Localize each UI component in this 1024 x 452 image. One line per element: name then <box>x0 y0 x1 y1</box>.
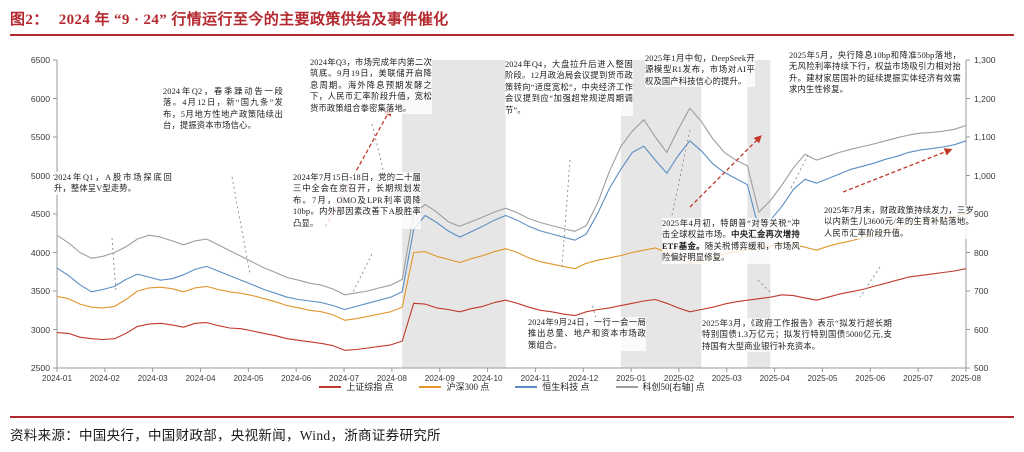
series-line-0 <box>56 268 967 351</box>
annotation-apr-2025-part3: 随关税博弈缓和，市场风险偏好明显修复。 <box>662 241 800 263</box>
x-axis-tick: 2024-03 <box>137 374 168 383</box>
y-axis-right-tick: 500 <box>974 363 989 373</box>
x-axis-tick: 2025-04 <box>759 374 790 383</box>
y-axis-right-tick: 1,300 <box>974 55 996 65</box>
x-axis-tick: 2025-01 <box>616 374 647 383</box>
y-axis-right-tick: 900 <box>974 209 989 219</box>
annotation-mar-2025: 2025年3月，《政府工作报告》表示“拟发行超长期特别国债1.3万亿元；拟发行特… <box>702 318 892 353</box>
legend-swatch-icon <box>515 385 538 388</box>
legend-label: 科创50[右轴] 点 <box>642 382 705 392</box>
x-axis-tick: 2024-09 <box>424 374 455 383</box>
legend-item-1[interactable]: 沪深300 点 <box>419 380 489 393</box>
x-axis-tick: 2024-12 <box>568 374 599 383</box>
x-axis-tick: 2024-07 <box>329 374 360 383</box>
trend-arrow-1 <box>689 135 762 208</box>
annotation-apr-2025-part2: 等关税”冲击全球权益市场。 <box>662 219 801 240</box>
x-axis-tick: 2024-01 <box>41 374 73 383</box>
annotation-apr-2025: 2025年4月初，特朗普“对等关税”冲击全球权益市场。中央汇金再次增持ETF基金… <box>662 218 800 264</box>
x-axis-tick: 2025-02 <box>663 374 694 383</box>
annotation-apr-2025-part1: 2025年4月初，特朗普“对 <box>662 219 761 228</box>
annotation-jul-2025: 2025年7月末，财政政策持续发力，三岁以内新生儿3600元/年的生育补贴落地。… <box>824 205 974 240</box>
y-axis-right-tick: 1,100 <box>974 132 996 142</box>
source-note: 资料来源：中国央行，中国财政部，央视新闻，Wind，浙商证券研究所 <box>10 428 441 443</box>
x-axis-tick: 2024-08 <box>376 374 407 383</box>
y-axis-right-tick: 800 <box>974 247 989 258</box>
legend-item-3[interactable]: 科创50[右轴] 点 <box>615 380 705 393</box>
leader-line-7 <box>789 154 809 191</box>
y-axis-right-tick: 1,200 <box>974 93 996 104</box>
y-axis-right-tick: 700 <box>974 286 989 296</box>
annotation-q3-2024: 2024年Q3，市场完成年内第二次筑底。9月19日，美联储开启降息周期。海外降息… <box>310 57 432 115</box>
x-axis-tick: 2024-11 <box>520 374 551 383</box>
legend-item-2[interactable]: 恒生科技 点 <box>515 380 590 393</box>
leader-line-8 <box>859 266 881 298</box>
x-axis-tick: 2024-06 <box>281 374 312 383</box>
x-axis-tick: 2025-03 <box>711 374 742 383</box>
x-axis-tick: 2024-04 <box>185 374 216 383</box>
x-axis-tick: 2025-06 <box>855 374 886 383</box>
legend-item-0[interactable]: 上证综指 点 <box>319 380 393 393</box>
y-axis-left-tick: 5500 <box>30 132 50 142</box>
y-axis-left-tick: 4000 <box>30 247 50 258</box>
y-axis-left-tick: 4500 <box>30 209 50 219</box>
x-axis-tick: 2025-08 <box>950 374 982 383</box>
y-axis-left-tick: 6000 <box>30 93 50 104</box>
annotation-jan-2025: 2025年1月中旬，DeepSeek开源模型R1发布，市场对AI平权及国产科技信… <box>645 53 755 88</box>
y-axis-left-tick: 3000 <box>30 324 50 335</box>
leader-line-4 <box>561 159 571 268</box>
legend-label: 恒生科技 点 <box>542 382 590 392</box>
annotation-may-2025: 2025年5月，央行降息10bp和降准50bp落地，无风险利率持续下行，权益市场… <box>789 50 961 96</box>
annotation-q1-2024: 2024年Q1，A股市场探底回升，整体呈V型走势。 <box>54 172 172 195</box>
series-line-3 <box>56 107 967 296</box>
chart-area: 2024年Q1，A股市场探底回升，整体呈V型走势。 2024年Q2，春季躁动告一… <box>0 42 1024 412</box>
y-axis-right-tick: 600 <box>974 324 989 335</box>
leader-line-1 <box>231 176 251 275</box>
legend-label: 上证综指 点 <box>346 382 394 392</box>
x-axis-tick: 2024-05 <box>233 374 264 383</box>
header-divider <box>10 34 1014 36</box>
series-line-2 <box>56 140 967 311</box>
y-axis-left-tick: 2500 <box>30 363 50 373</box>
annotation-q2-2024: 2024年Q2，春季躁动告一段落。4月12日，新“国九条”发布，5月地方性地产政… <box>163 86 283 132</box>
footer-divider <box>10 416 1014 418</box>
y-axis-right-tick: 1,000 <box>974 170 996 181</box>
leader-line-3 <box>351 253 373 295</box>
x-axis-tick: 2025-05 <box>807 374 838 383</box>
annotation-sep24-2024: 2024年9月24日，一行一会一局推出总量、地产和资本市场政策组合。 <box>528 317 646 352</box>
legend-swatch-icon <box>319 385 342 388</box>
x-axis-tick: 2024-10 <box>472 374 503 383</box>
legend-swatch-icon <box>615 385 638 388</box>
annotation-q4-2024: 2024年Q4，大盘拉升后进入整固阶段。12月政治局会议提到货币政策转向“适度宽… <box>505 59 633 117</box>
annotation-jul-2024: 2024年7月15日-18日，党的二十届三中全会在京召开，长期规划发布。7月，O… <box>293 172 421 230</box>
figure-number: 图2： <box>10 12 49 28</box>
chart-canvas <box>53 59 970 372</box>
y-axis-left-tick: 6500 <box>30 55 50 65</box>
leader-line-0 <box>111 237 117 293</box>
x-axis-tick: 2025-07 <box>903 374 934 383</box>
annotation-apr-2025-bold: 中央汇金再次增持ETF基金。 <box>662 230 800 251</box>
x-axis-tick: 2024-02 <box>89 374 120 383</box>
legend-swatch-icon <box>419 385 442 388</box>
shaded-band-2 <box>747 60 771 368</box>
figure-footer: 资料来源：中国央行，中国财政部，央视新闻，Wind，浙商证券研究所 <box>10 416 1014 444</box>
chart-legend: 上证综指 点 沪深300 点 恒生科技 点 科创50[右轴] 点 <box>0 380 1024 393</box>
figure-header: 图2： 2024 年 “9 · 24” 行情运行至今的主要政策供给及事件催化 <box>10 8 1014 38</box>
y-axis-left-tick: 5000 <box>30 170 50 181</box>
series-line-1 <box>56 213 967 321</box>
y-axis-left-tick: 3500 <box>30 286 50 296</box>
page-title: 2024 年 “9 · 24” 行情运行至今的主要政策供给及事件催化 <box>58 12 449 28</box>
legend-label: 沪深300 点 <box>446 382 490 392</box>
